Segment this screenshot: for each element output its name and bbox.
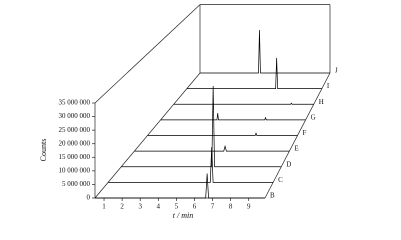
y-tick-label: 30 000 000 (59, 112, 91, 120)
y-tick-label: 0 (87, 194, 91, 202)
series-label: G (311, 113, 316, 121)
y-tick-label: 25 000 000 (59, 126, 91, 134)
trace (134, 144, 290, 152)
y-tick-label: 20 000 000 (59, 139, 91, 147)
x-tick-label: 7 (211, 203, 215, 211)
trace (147, 132, 298, 136)
series-label: E (294, 145, 298, 153)
trace (108, 146, 274, 183)
series-label: B (270, 192, 275, 200)
x-tick-label: 8 (229, 203, 233, 211)
y-tick-label: 15 000 000 (59, 153, 91, 161)
x-tick-label: 9 (247, 203, 251, 211)
y-axis-label: Counts (39, 139, 48, 162)
x-tick-label: 5 (175, 203, 179, 211)
trace (186, 57, 322, 89)
x-tick-label: 6 (193, 203, 197, 211)
series-label: C (278, 176, 283, 184)
trace (95, 173, 265, 199)
series-label: F (303, 129, 307, 137)
trace (200, 30, 330, 74)
series-label: D (286, 160, 291, 168)
y-tick-label: 35 000 000 (59, 99, 91, 107)
x-tick-label: 2 (120, 203, 124, 211)
series-label: H (319, 98, 324, 106)
x-tick-label: 1 (102, 203, 106, 211)
y-tick-label: 10 000 000 (59, 166, 91, 174)
trace (173, 102, 314, 105)
series-label: J (335, 67, 338, 75)
x-axis-label: t / min (173, 211, 193, 220)
x-tick-label: 4 (157, 203, 161, 211)
x-tick-label: 3 (138, 203, 142, 211)
series-label: I (327, 82, 330, 90)
y-tick-label: 5 000 000 (62, 180, 91, 188)
trace (160, 113, 306, 121)
trace (121, 85, 282, 168)
depth-edge (94, 4, 201, 104)
chart: t / min Counts 0 5 000 000 10 000 000 15 00… (39, 4, 338, 220)
